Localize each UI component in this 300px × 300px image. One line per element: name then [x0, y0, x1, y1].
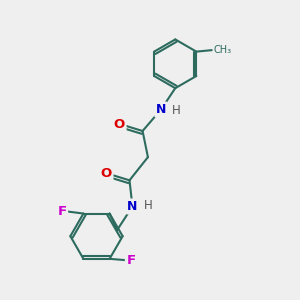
Text: N: N	[127, 200, 138, 213]
Text: H: H	[144, 199, 152, 212]
Text: H: H	[172, 104, 181, 117]
Text: F: F	[58, 205, 67, 218]
Text: O: O	[114, 118, 125, 131]
Text: CH₃: CH₃	[213, 45, 231, 55]
Text: F: F	[126, 254, 136, 267]
Text: O: O	[101, 167, 112, 180]
Text: N: N	[156, 103, 166, 116]
